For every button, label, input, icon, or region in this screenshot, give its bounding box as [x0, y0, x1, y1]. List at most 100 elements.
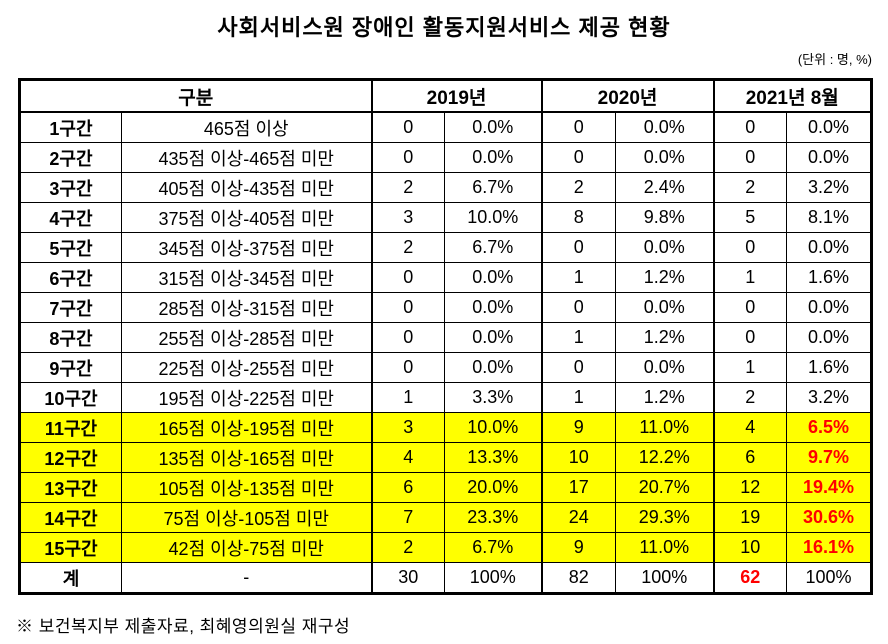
value-cell: 2: [370, 532, 445, 563]
table-row: 9구간 225점 이상-255점 미만 0 0.0% 0 0.0% 1 1.6%: [19, 352, 873, 383]
value-cell: 0.0%: [615, 232, 714, 263]
row-range: 75점 이상-105점 미만: [121, 502, 372, 533]
value-cell: 62: [712, 562, 787, 594]
row-range: 225점 이상-255점 미만: [121, 352, 372, 383]
value-cell: 0.0%: [785, 232, 873, 263]
value-cell: 2: [712, 172, 787, 203]
value-cell: 10.0%: [444, 202, 542, 233]
row-range: 345점 이상-375점 미만: [121, 232, 372, 263]
row-label: 4구간: [19, 202, 122, 233]
value-cell: 29.3%: [615, 502, 714, 533]
value-cell: 0.0%: [444, 111, 542, 143]
value-cell: 13.3%: [444, 442, 542, 473]
unit-label: (단위 : 명, %): [797, 52, 872, 67]
value-cell: 12.2%: [615, 442, 714, 473]
value-cell: 0: [712, 292, 787, 323]
value-cell: 4: [370, 442, 445, 473]
row-range: 195점 이상-225점 미만: [121, 382, 372, 413]
value-cell: 2.4%: [615, 172, 714, 203]
value-cell: 10.0%: [444, 412, 542, 443]
row-range: 255점 이상-285점 미만: [121, 322, 372, 353]
value-cell: 1.2%: [615, 382, 714, 413]
value-cell: 0: [370, 142, 445, 173]
value-cell: 2: [370, 232, 445, 263]
table-row: 15구간 42점 이상-75점 미만 2 6.7% 9 11.0% 10 16.1%: [19, 532, 873, 563]
value-cell: 0: [540, 352, 616, 383]
value-cell: 3: [370, 412, 445, 443]
col-header-2021: 2021년 8월: [712, 79, 873, 113]
value-cell: 30: [370, 562, 445, 594]
value-cell: 0: [370, 352, 445, 383]
value-cell: 1.6%: [785, 352, 873, 383]
value-cell: 3: [370, 202, 445, 233]
value-cell: 1: [370, 382, 445, 413]
value-cell: 100%: [785, 562, 873, 594]
table-row: 7구간 285점 이상-315점 미만 0 0.0% 0 0.0% 0 0.0%: [19, 292, 873, 323]
value-cell: 8: [540, 202, 616, 233]
value-cell: 7: [370, 502, 445, 533]
value-cell: 11.0%: [615, 412, 714, 443]
value-cell: 0.0%: [615, 142, 714, 173]
value-cell: 0.0%: [785, 322, 873, 353]
value-cell: 0: [370, 111, 445, 143]
row-label: 7구간: [19, 292, 122, 323]
page-title: 사회서비스원 장애인 활동지원서비스 제공 현황: [217, 15, 671, 40]
table-row: 13구간 105점 이상-135점 미만 6 20.0% 17 20.7% 12 19.4%: [19, 472, 873, 503]
value-cell: 0.0%: [615, 111, 714, 143]
value-cell: 3.2%: [785, 382, 873, 413]
table-row: 10구간 195점 이상-225점 미만 1 3.3% 1 1.2% 2 3.2%: [19, 382, 873, 413]
value-cell: 100%: [444, 562, 542, 594]
value-cell: 0.0%: [444, 262, 542, 293]
value-cell: 10: [540, 442, 616, 473]
value-cell: 0: [370, 322, 445, 353]
data-table: 구분 2019년 2020년 2021년 8월 1구간 465점 이상 0 0.0% 0…: [18, 78, 874, 595]
value-cell: 10: [712, 532, 787, 563]
value-cell: 0: [712, 322, 787, 353]
value-cell: 0: [540, 232, 616, 263]
value-cell: 1: [540, 382, 616, 413]
table-row: 8구간 255점 이상-285점 미만 0 0.0% 1 1.2% 0 0.0%: [19, 322, 873, 353]
value-cell: 9: [540, 532, 616, 563]
row-range: 165점 이상-195점 미만: [121, 412, 372, 443]
table-row: 12구간 135점 이상-165점 미만 4 13.3% 10 12.2% 6 9.7%: [19, 442, 873, 473]
row-label: 10구간: [19, 382, 122, 413]
value-cell: 30.6%: [785, 502, 873, 533]
table-row: 11구간 165점 이상-195점 미만 3 10.0% 9 11.0% 4 6.5%: [19, 412, 873, 443]
row-label: 8구간: [19, 322, 122, 353]
value-cell: 0: [712, 232, 787, 263]
row-label: 5구간: [19, 232, 122, 263]
value-cell: 0: [712, 142, 787, 173]
row-label: 15구간: [19, 532, 122, 563]
value-cell: 1.6%: [785, 262, 873, 293]
row-label: 11구간: [19, 412, 122, 443]
value-cell: 0.0%: [444, 352, 542, 383]
table-row: 5구간 345점 이상-375점 미만 2 6.7% 0 0.0% 0 0.0%: [19, 232, 873, 263]
row-range: 405점 이상-435점 미만: [121, 172, 372, 203]
value-cell: 11.0%: [615, 532, 714, 563]
value-cell: 0: [540, 142, 616, 173]
row-range: 435점 이상-465점 미만: [121, 142, 372, 173]
value-cell: 2: [370, 172, 445, 203]
value-cell: 5: [712, 202, 787, 233]
total-row: 계 -30 100% 82 100% 62 100%: [19, 562, 873, 594]
value-cell: 100%: [615, 562, 714, 594]
value-cell: 6.5%: [785, 412, 873, 443]
row-range: 465점 이상: [121, 111, 372, 143]
row-range: 315점 이상-345점 미만: [121, 262, 372, 293]
row-label: 1구간: [19, 111, 122, 143]
row-range: 135점 이상-165점 미만: [121, 442, 372, 473]
value-cell: 9: [540, 412, 616, 443]
col-header-2019: 2019년: [370, 79, 542, 113]
value-cell: 6: [712, 442, 787, 473]
value-cell: 1: [540, 322, 616, 353]
value-cell: 0: [370, 262, 445, 293]
value-cell: 12: [712, 472, 787, 503]
value-cell: 0.0%: [785, 142, 873, 173]
table-row: 4구간 375점 이상-405점 미만 3 10.0% 8 9.8% 5 8.1%: [19, 202, 873, 233]
value-cell: 2: [712, 382, 787, 413]
row-range: 105점 이상-135점 미만: [121, 472, 372, 503]
value-cell: 9.8%: [615, 202, 714, 233]
total-row-label: 계: [19, 562, 122, 594]
header-row: 구분 2019년 2020년 2021년 8월: [19, 79, 873, 113]
value-cell: 6: [370, 472, 445, 503]
